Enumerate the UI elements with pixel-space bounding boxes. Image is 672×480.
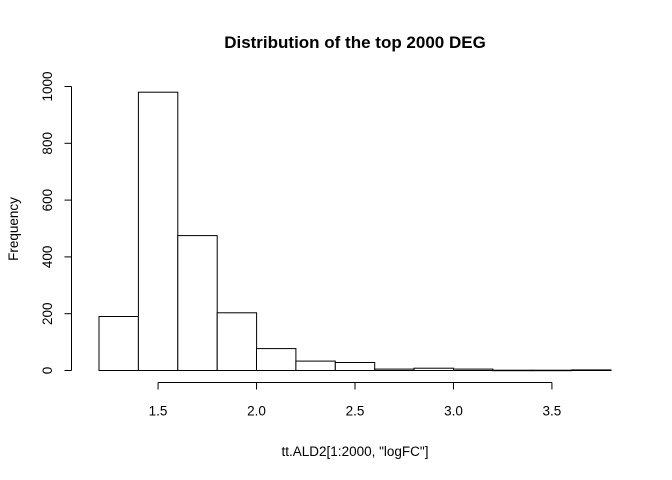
x-tick-label: 2.0 — [247, 404, 266, 419]
histogram-bar — [256, 348, 297, 372]
histogram-bar — [137, 91, 179, 371]
histogram-bar — [492, 369, 533, 372]
histogram-bars — [98, 91, 612, 372]
histogram-bar — [413, 367, 455, 372]
y-tick-label: 400 — [40, 246, 55, 269]
x-axis: 1.5 2.0 2.5 3.0 3.5 — [149, 382, 562, 419]
y-axis-label: Frequency — [6, 197, 21, 261]
x-tick-label: 3.0 — [444, 404, 463, 419]
y-tick-label: 800 — [40, 132, 55, 155]
histogram-bar — [216, 312, 258, 371]
histogram-bar — [98, 316, 139, 371]
y-tick-label: 200 — [40, 302, 55, 325]
x-axis-label: tt.ALD2[1:2000, "logFC"] — [282, 444, 429, 459]
histogram-bar — [334, 362, 376, 371]
histogram-bar — [374, 368, 415, 372]
histogram-bar — [177, 235, 218, 371]
y-tick-label: 1000 — [40, 71, 55, 101]
histogram-bar — [295, 360, 336, 372]
y-axis: 0 200 400 600 800 1000 — [40, 71, 72, 374]
x-tick-label: 3.5 — [543, 404, 562, 419]
y-tick-label: 0 — [40, 367, 55, 375]
y-tick-label: 600 — [40, 189, 55, 212]
chart-title: Distribution of the top 2000 DEG — [224, 33, 486, 52]
histogram-bar — [571, 369, 612, 371]
histogram-bar — [453, 368, 494, 372]
x-tick-label: 1.5 — [149, 404, 168, 419]
histogram-bar — [531, 369, 573, 372]
x-tick-label: 2.5 — [346, 404, 365, 419]
